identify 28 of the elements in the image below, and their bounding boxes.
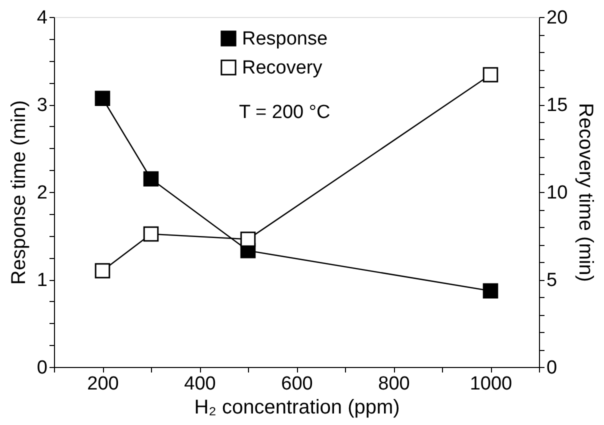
x-tick-label: 600 [281,374,313,394]
point [94,90,110,106]
x-tick-label: 200 [87,374,119,394]
annotation: T = 200 °C [239,102,330,123]
x-tick-label: 800 [378,374,410,394]
legend-label: Response [242,28,328,50]
point [143,171,159,187]
y-tick-label: 2 [36,182,48,204]
y2-tick-label: 15 [546,95,568,116]
y-tick-label: 0 [36,358,48,378]
x-tick-label: 1000 [470,374,512,394]
y2-tick-label: 20 [546,8,568,28]
point [240,232,256,247]
point [94,263,110,278]
x-tick-label: 400 [184,374,216,394]
y2-axis-title: Recovery time (min) [574,103,597,282]
x-axis-title: H₂ concentration (ppm) [194,396,400,418]
y2-tick-label: 5 [546,270,558,291]
y2-tick-label: 0 [546,358,558,378]
y-axis-title: Response time (min) [8,100,30,285]
point [482,67,498,82]
y-tick-label: 3 [36,95,48,116]
y2-tick-label: 10 [546,182,568,204]
point [143,226,159,242]
point [482,283,498,299]
y-tick-label: 1 [36,270,48,291]
legend-label: Recovery [242,58,323,78]
y-tick-label: 4 [36,8,48,28]
